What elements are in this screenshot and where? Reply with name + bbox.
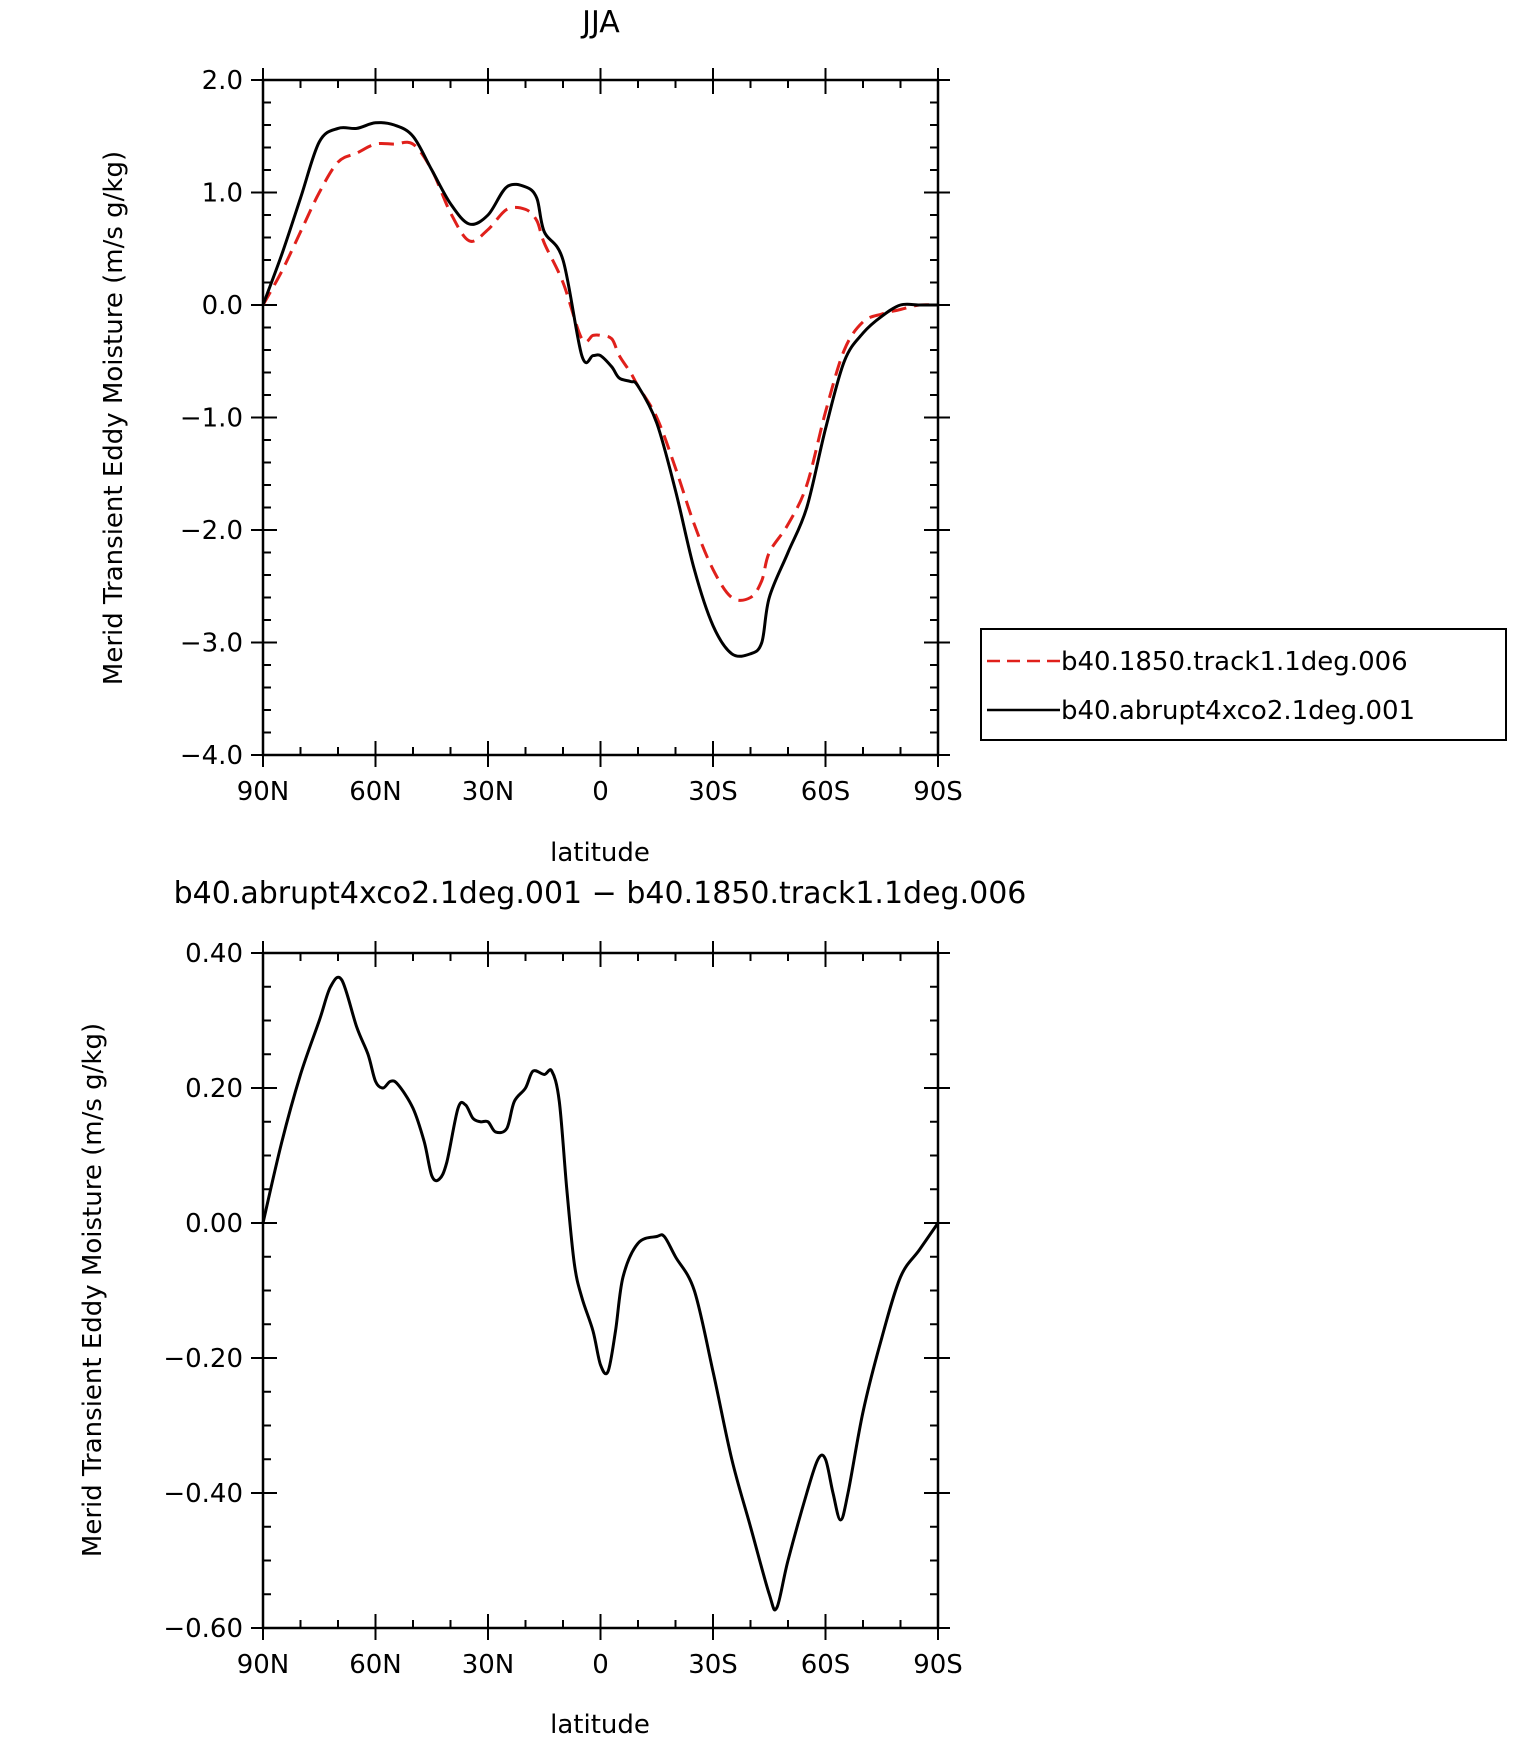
x-tick-label: 0 bbox=[592, 1650, 609, 1680]
y-tick-label: 0.00 bbox=[185, 1209, 243, 1239]
y-tick-label: 0.20 bbox=[185, 1074, 243, 1104]
bottom-axis-ticks bbox=[251, 941, 950, 1640]
y-tick-label: −0.20 bbox=[163, 1344, 243, 1374]
bottom-y-axis-label: Merid Transient Eddy Moisture (m/s g/kg) bbox=[78, 1023, 108, 1557]
y-tick-label: 2.0 bbox=[202, 66, 243, 96]
y-tick-label: 0.40 bbox=[185, 939, 243, 969]
x-tick-label: 90S bbox=[913, 777, 963, 807]
y-tick-label: −3.0 bbox=[180, 629, 243, 659]
y-tick-label: −1.0 bbox=[180, 404, 243, 434]
x-tick-label: 60S bbox=[801, 1650, 851, 1680]
x-tick-label: 60S bbox=[801, 777, 851, 807]
top-x-tick-labels: 90N 60N 30N 0 30S 60S 90S bbox=[237, 777, 963, 807]
y-tick-label: 0.0 bbox=[202, 291, 243, 321]
y-tick-label: −0.40 bbox=[163, 1479, 243, 1509]
legend: b40.1850.track1.1deg.006 b40.abrupt4xco2… bbox=[980, 628, 1507, 741]
x-tick-label: 90N bbox=[237, 777, 290, 807]
top-series-line-2 bbox=[261, 121, 940, 658]
top-axis-ticks bbox=[251, 68, 950, 767]
bottom-chart-panel: b40.abrupt4xco2.1deg.001 − b40.1850.trac… bbox=[78, 876, 1026, 1740]
top-plot-frame bbox=[261, 78, 940, 757]
top-y-axis-label: Merid Transient Eddy Moisture (m/s g/kg) bbox=[99, 151, 129, 685]
x-tick-label: 30N bbox=[462, 1650, 515, 1680]
top-series-group bbox=[261, 121, 940, 658]
bottom-chart-title: b40.abrupt4xco2.1deg.001 − b40.1850.trac… bbox=[174, 876, 1027, 911]
x-tick-label: 30S bbox=[688, 777, 738, 807]
top-series-line-1 bbox=[261, 140, 939, 602]
x-tick-label: 90S bbox=[913, 1650, 963, 1680]
x-tick-label: 0 bbox=[592, 777, 609, 807]
top-x-axis-label: latitude bbox=[550, 838, 650, 868]
top-chart-panel: JJA 90N 60N 30N 0 30S 60S 90S 2.0 1.0 0.0 −1.0 −2.… bbox=[99, 5, 963, 868]
x-tick-label: 30N bbox=[462, 777, 515, 807]
x-tick-label: 60N bbox=[349, 777, 402, 807]
legend-label-series-1: b40.1850.track1.1deg.006 bbox=[1061, 647, 1408, 677]
bottom-plot-frame bbox=[261, 951, 940, 1630]
legend-label-series-2: b40.abrupt4xco2.1deg.001 bbox=[1061, 696, 1415, 726]
y-tick-label: −2.0 bbox=[180, 516, 243, 546]
bottom-x-axis-label: latitude bbox=[550, 1710, 650, 1740]
y-tick-label: 1.0 bbox=[202, 179, 243, 209]
top-chart-title: JJA bbox=[580, 5, 620, 40]
bottom-series-group bbox=[261, 975, 940, 1612]
bottom-series-line-1 bbox=[261, 975, 940, 1612]
x-tick-label: 30S bbox=[688, 1650, 738, 1680]
bottom-y-tick-labels: 0.40 0.20 0.00 −0.20 −0.40 −0.60 bbox=[163, 939, 243, 1644]
x-tick-label: 90N bbox=[237, 1650, 290, 1680]
legend-box bbox=[980, 628, 1507, 741]
top-y-tick-labels: 2.0 1.0 0.0 −1.0 −2.0 −3.0 −4.0 bbox=[180, 66, 243, 771]
x-tick-label: 60N bbox=[349, 1650, 402, 1680]
y-tick-label: −4.0 bbox=[180, 741, 243, 771]
y-tick-label: −0.60 bbox=[163, 1614, 243, 1644]
bottom-x-tick-labels: 90N 60N 30N 0 30S 60S 90S bbox=[237, 1650, 963, 1680]
